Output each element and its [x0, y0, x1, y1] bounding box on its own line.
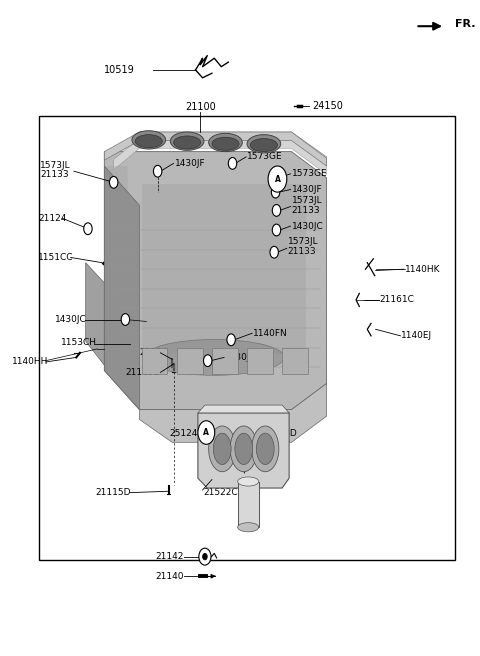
- Ellipse shape: [252, 426, 279, 472]
- Text: 25124D: 25124D: [169, 429, 204, 438]
- Polygon shape: [104, 152, 326, 409]
- Circle shape: [270, 247, 278, 258]
- Ellipse shape: [170, 132, 204, 150]
- Text: 1430JF: 1430JF: [175, 159, 205, 168]
- Circle shape: [203, 554, 207, 560]
- Circle shape: [271, 172, 279, 184]
- Text: 21140: 21140: [156, 572, 184, 581]
- Bar: [212, 348, 238, 374]
- Ellipse shape: [250, 138, 277, 152]
- Ellipse shape: [235, 433, 252, 464]
- Bar: [39, 115, 455, 560]
- Polygon shape: [142, 184, 305, 354]
- Circle shape: [272, 224, 281, 236]
- Text: 1430JF: 1430JF: [291, 185, 322, 194]
- Circle shape: [227, 334, 235, 346]
- Text: 1140GD: 1140GD: [261, 429, 298, 438]
- Text: 1573JL
21133: 1573JL 21133: [291, 196, 322, 215]
- Ellipse shape: [209, 133, 242, 152]
- Text: A: A: [204, 428, 209, 437]
- Polygon shape: [104, 132, 326, 166]
- Bar: [142, 348, 168, 374]
- Polygon shape: [139, 384, 326, 442]
- Text: 1573GE: 1573GE: [291, 169, 327, 178]
- Text: 1140EJ: 1140EJ: [401, 331, 432, 340]
- Polygon shape: [85, 262, 116, 380]
- Text: 21522C: 21522C: [204, 488, 238, 497]
- Bar: [177, 348, 203, 374]
- Ellipse shape: [174, 136, 201, 149]
- Bar: [247, 348, 273, 374]
- Text: 21100: 21100: [185, 102, 216, 112]
- Ellipse shape: [213, 433, 231, 464]
- Polygon shape: [104, 166, 139, 409]
- Ellipse shape: [247, 134, 281, 153]
- Circle shape: [109, 176, 118, 188]
- Text: FR.: FR.: [455, 19, 476, 30]
- Ellipse shape: [212, 137, 239, 150]
- Ellipse shape: [209, 426, 236, 472]
- Circle shape: [204, 355, 212, 367]
- Text: 1573JL
21133: 1573JL 21133: [288, 237, 318, 256]
- Text: 1430JC: 1430JC: [291, 222, 323, 231]
- Circle shape: [84, 223, 92, 235]
- Ellipse shape: [238, 523, 259, 532]
- Text: 1140HH: 1140HH: [12, 358, 48, 367]
- Ellipse shape: [132, 131, 166, 149]
- Circle shape: [268, 166, 287, 192]
- Bar: [238, 482, 259, 527]
- Text: 1430JC: 1430JC: [225, 353, 257, 362]
- Circle shape: [198, 420, 215, 444]
- Ellipse shape: [135, 134, 162, 148]
- Text: 21124: 21124: [38, 214, 66, 223]
- Text: A: A: [275, 174, 280, 184]
- Ellipse shape: [144, 339, 285, 375]
- Circle shape: [228, 157, 237, 169]
- Text: 21119B: 21119B: [213, 454, 248, 463]
- Text: 1573JL
21133: 1573JL 21133: [40, 161, 71, 179]
- Polygon shape: [198, 413, 289, 488]
- Ellipse shape: [238, 477, 259, 486]
- Text: 1140HK: 1140HK: [405, 265, 440, 274]
- Text: 1573GE: 1573GE: [247, 152, 283, 161]
- Text: 1153CH: 1153CH: [61, 338, 97, 347]
- Text: 21115E: 21115E: [125, 368, 160, 377]
- Circle shape: [199, 548, 211, 565]
- Text: 21161C: 21161C: [379, 295, 414, 304]
- Text: 1430JC: 1430JC: [55, 315, 87, 324]
- Text: 21115D: 21115D: [95, 488, 131, 497]
- Circle shape: [272, 205, 281, 216]
- Ellipse shape: [230, 426, 257, 472]
- Text: 21114: 21114: [139, 348, 168, 358]
- Polygon shape: [104, 166, 128, 371]
- Circle shape: [271, 186, 280, 198]
- Text: 1140FN: 1140FN: [253, 329, 288, 338]
- Circle shape: [154, 165, 162, 177]
- Polygon shape: [198, 405, 289, 413]
- Text: 24150: 24150: [312, 101, 343, 111]
- Polygon shape: [114, 138, 326, 174]
- Text: 10519: 10519: [104, 65, 135, 75]
- Bar: [282, 348, 308, 374]
- Polygon shape: [114, 132, 326, 166]
- Text: 21142: 21142: [156, 552, 184, 561]
- Text: 1151CC: 1151CC: [38, 253, 73, 262]
- Circle shape: [121, 314, 130, 325]
- Ellipse shape: [256, 433, 274, 464]
